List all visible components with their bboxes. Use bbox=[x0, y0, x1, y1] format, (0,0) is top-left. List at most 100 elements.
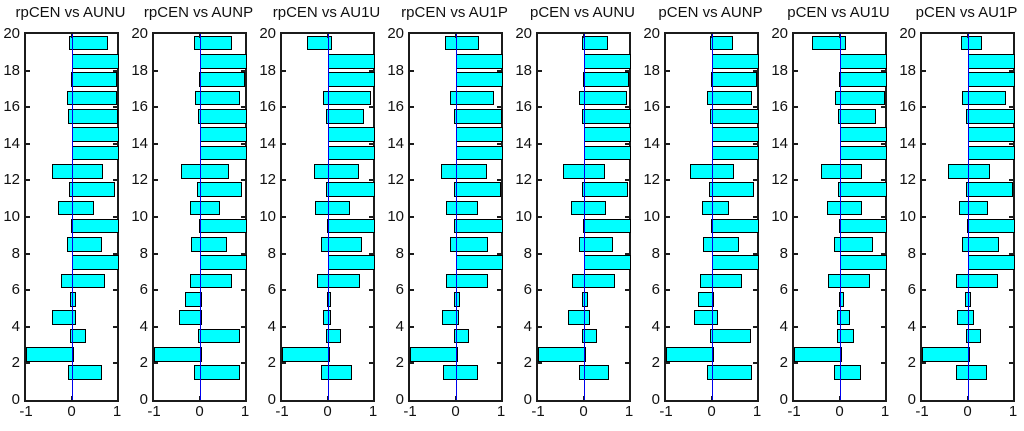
y-tick-label: 8 bbox=[523, 244, 532, 262]
axis-tick-right bbox=[625, 362, 629, 365]
bar-positive bbox=[71, 163, 104, 179]
axis-tick-right bbox=[881, 216, 885, 218]
x-tick-label: 0 bbox=[835, 403, 844, 420]
bar-positive bbox=[199, 182, 243, 197]
bar-positive bbox=[711, 218, 759, 234]
bar-positive bbox=[839, 200, 862, 216]
x-tick-label: -1 bbox=[19, 403, 33, 420]
y-tick-label: 20 bbox=[3, 25, 20, 42]
y-tick-label: 12 bbox=[3, 171, 20, 189]
axis-tick-left bbox=[154, 106, 158, 109]
bar-positive bbox=[199, 218, 247, 234]
axis-tick-left bbox=[794, 216, 798, 218]
y-tick-label: 14 bbox=[643, 134, 660, 152]
y-tick-label: 6 bbox=[11, 281, 20, 299]
bar-positive bbox=[327, 145, 375, 161]
axis-tick-left bbox=[922, 142, 926, 145]
y-tick-label: 18 bbox=[899, 61, 916, 79]
bar-positive bbox=[199, 127, 247, 142]
axis-tick-left bbox=[922, 179, 926, 182]
bar-positive bbox=[839, 365, 861, 380]
x-tick-label: 0 bbox=[963, 403, 972, 420]
bar-positive bbox=[71, 127, 119, 142]
bar-negative bbox=[922, 346, 970, 362]
plot-area bbox=[792, 32, 887, 402]
bar-positive bbox=[455, 365, 478, 380]
axis-tick-left bbox=[538, 216, 542, 218]
axis-tick-right bbox=[241, 325, 245, 328]
bar-positive bbox=[839, 127, 887, 142]
bar-positive bbox=[455, 200, 478, 216]
x-tick-label: 1 bbox=[112, 403, 122, 420]
y-tick-label: 2 bbox=[779, 354, 788, 372]
axis-tick-left bbox=[922, 289, 926, 292]
bar-negative bbox=[26, 346, 74, 362]
axis-tick-left bbox=[282, 106, 286, 109]
axis-tick-left bbox=[26, 325, 30, 328]
bar-positive bbox=[711, 109, 759, 124]
y-tick-label: 12 bbox=[643, 171, 660, 189]
y-tick-label: 12 bbox=[771, 171, 788, 189]
axis-tick-right bbox=[369, 362, 373, 365]
bar-positive bbox=[327, 365, 353, 380]
bar-positive bbox=[967, 127, 1015, 142]
bar-positive bbox=[711, 90, 753, 106]
y-tick-label: 18 bbox=[771, 61, 788, 79]
bar-positive bbox=[199, 90, 241, 106]
y-tick-label: 4 bbox=[395, 317, 404, 335]
axis-tick-left bbox=[154, 69, 158, 72]
axis-tick-right bbox=[625, 179, 629, 182]
axis-tick-right bbox=[625, 142, 629, 145]
bar-positive bbox=[839, 328, 854, 344]
axis-tick-right bbox=[497, 179, 501, 182]
axis-tick-right bbox=[113, 252, 117, 255]
axis-tick-left bbox=[794, 69, 798, 72]
y-tick-label: 6 bbox=[139, 281, 148, 299]
bar-positive bbox=[583, 365, 610, 380]
y-tick-label: 16 bbox=[899, 98, 916, 116]
x-tick-label: 0 bbox=[451, 403, 460, 420]
y-tick-label: 0 bbox=[651, 391, 660, 408]
bar-positive bbox=[711, 328, 751, 344]
y-tick-label: 14 bbox=[387, 134, 404, 152]
axis-tick-right bbox=[241, 69, 245, 72]
y-tick-label: 12 bbox=[387, 171, 404, 189]
y-tick-label: 8 bbox=[907, 244, 916, 262]
axis-tick-right bbox=[369, 252, 373, 255]
axis-tick-right bbox=[1009, 325, 1013, 328]
axis-tick-left bbox=[26, 69, 30, 72]
x-tick-label: -1 bbox=[531, 403, 545, 420]
bar-positive bbox=[967, 273, 998, 289]
bar-positive bbox=[839, 273, 870, 289]
x-tick-label: 1 bbox=[1008, 403, 1018, 420]
bar-positive bbox=[967, 54, 1015, 69]
y-tick-label: 18 bbox=[259, 61, 276, 79]
bar-negative bbox=[948, 163, 970, 179]
axis-tick-left bbox=[410, 179, 414, 182]
y-tick-label: 18 bbox=[3, 61, 20, 79]
axis-tick-right bbox=[881, 362, 885, 365]
bar-positive bbox=[711, 145, 759, 161]
axis-tick-left bbox=[282, 289, 286, 292]
bar-positive bbox=[455, 54, 503, 69]
bar-positive bbox=[967, 145, 1015, 161]
bar-positive bbox=[71, 200, 94, 216]
bar-positive bbox=[839, 255, 887, 271]
bar-positive bbox=[327, 182, 375, 197]
y-tick-label: 16 bbox=[3, 98, 20, 116]
bar-positive bbox=[967, 109, 1015, 124]
axis-tick-right bbox=[753, 252, 757, 255]
bar-positive bbox=[71, 365, 102, 380]
axis-tick-left bbox=[538, 362, 542, 365]
y-tick-label: 4 bbox=[779, 317, 788, 335]
axis-tick-left bbox=[26, 142, 30, 145]
bar-positive bbox=[455, 273, 489, 289]
bar-negative bbox=[794, 346, 842, 362]
axis-tick-left bbox=[282, 69, 286, 72]
y-tick-label: 2 bbox=[651, 354, 660, 372]
y-tick-label: 4 bbox=[139, 317, 148, 335]
bar-positive bbox=[71, 72, 117, 88]
axis-tick-right bbox=[241, 289, 245, 292]
y-tick-label: 8 bbox=[139, 244, 148, 262]
y-tick-label: 18 bbox=[515, 61, 532, 79]
